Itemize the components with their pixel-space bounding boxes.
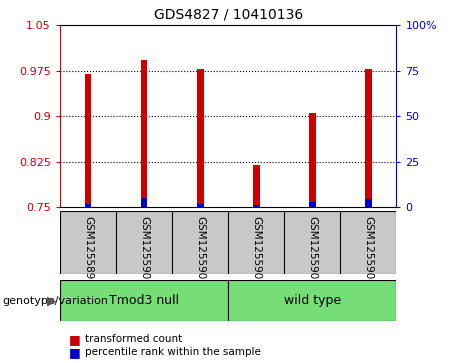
Text: GSM1255903: GSM1255903 <box>307 216 317 285</box>
Bar <box>253 205 260 207</box>
Text: GSM1255900: GSM1255900 <box>139 216 149 285</box>
Bar <box>85 204 91 207</box>
Text: GSM1255899: GSM1255899 <box>83 216 93 286</box>
Text: genotype/variation: genotype/variation <box>2 295 108 306</box>
Text: percentile rank within the sample: percentile rank within the sample <box>85 347 261 357</box>
Bar <box>85 74 91 207</box>
Title: GDS4827 / 10410136: GDS4827 / 10410136 <box>154 8 303 21</box>
FancyBboxPatch shape <box>60 280 228 321</box>
FancyBboxPatch shape <box>228 280 396 321</box>
Text: ▶: ▶ <box>47 294 56 307</box>
Bar <box>365 199 372 207</box>
Text: GSM1255902: GSM1255902 <box>251 216 261 285</box>
Bar <box>197 69 203 207</box>
Bar <box>197 204 203 207</box>
Text: GSM1255901: GSM1255901 <box>195 216 205 285</box>
Bar <box>253 164 260 207</box>
Text: wild type: wild type <box>284 294 341 307</box>
Bar <box>141 199 148 207</box>
Text: transformed count: transformed count <box>85 334 183 344</box>
Bar <box>141 60 148 207</box>
Bar <box>309 113 316 207</box>
Bar <box>309 202 316 207</box>
Text: ■: ■ <box>69 346 81 359</box>
Text: GSM1255904: GSM1255904 <box>363 216 373 285</box>
Text: ■: ■ <box>69 333 81 346</box>
Text: Tmod3 null: Tmod3 null <box>109 294 179 307</box>
FancyBboxPatch shape <box>60 211 396 274</box>
Bar <box>365 69 372 207</box>
